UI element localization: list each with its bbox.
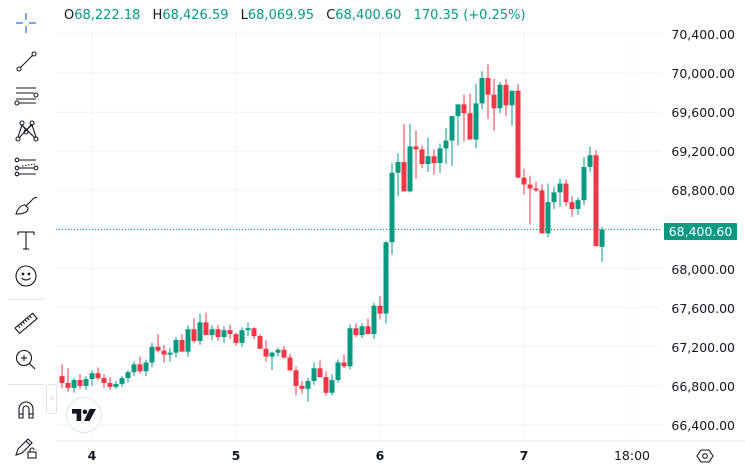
magnet-icon: [18, 401, 34, 419]
high-value: 68,426.59: [162, 8, 229, 23]
x-tick-label: 5: [231, 448, 241, 463]
high-label: H: [152, 8, 163, 23]
low-label: L: [240, 8, 248, 23]
fib-icon: [14, 157, 39, 177]
toolbar-separator: [8, 299, 44, 300]
pattern-icon: [15, 120, 39, 142]
trend-line-tool[interactable]: [8, 46, 44, 76]
x-tick-label: 6: [375, 448, 385, 463]
close-label: C: [326, 8, 336, 23]
x-tick-label: 18:00: [613, 448, 651, 463]
horizontal-lines-tool[interactable]: [8, 81, 44, 111]
y-tick-label: 68,800.00: [671, 183, 735, 198]
pattern-tool[interactable]: [8, 116, 44, 146]
crosshair-icon: [16, 13, 36, 33]
x-tick-label: 4: [87, 448, 97, 463]
emoji-icon: [15, 265, 37, 287]
open-value: 68,222.18: [74, 8, 141, 23]
brush-icon: [15, 197, 38, 215]
horizontal-lines-icon: [14, 87, 39, 106]
close-value: 68,400.60: [335, 8, 402, 23]
lock-drawings-tool[interactable]: [8, 432, 44, 462]
text-icon: [17, 231, 35, 250]
y-tick-label: 70,000.00: [671, 66, 735, 81]
ohlc-legend: O68,222.18 H68,426.59 L68,069.95 C68,400…: [64, 8, 526, 23]
zoom-in-icon: [15, 349, 36, 370]
brush-tool[interactable]: [8, 190, 44, 220]
tradingview-logo[interactable]: [66, 397, 102, 433]
open-label: O: [64, 8, 75, 23]
tradingview-logo-icon: [72, 408, 96, 421]
trend-line-icon: [16, 51, 37, 72]
low-value: 68,069.95: [247, 8, 315, 23]
y-tick-label: 68,000.00: [671, 262, 735, 277]
y-tick-label: 66,400.00: [671, 418, 735, 433]
crosshair-tool[interactable]: [8, 8, 44, 38]
magnet-tool[interactable]: [8, 395, 44, 425]
y-tick-label: 69,600.00: [671, 105, 735, 120]
drawing-toolbar: [0, 0, 52, 470]
y-tick-label: 70,400.00: [671, 27, 735, 42]
y-tick-label: 69,200.00: [671, 144, 735, 159]
last-price-tag: 68,400.60: [664, 223, 737, 240]
fib-tool[interactable]: [8, 153, 44, 183]
zoom-in-tool[interactable]: [8, 345, 44, 375]
x-tick-label: 7: [519, 448, 529, 463]
ruler-icon: [14, 312, 38, 335]
ruler-tool[interactable]: [8, 309, 44, 339]
lock-drawings-icon: [15, 438, 37, 459]
change-value: 170.35 (+0.25%): [413, 8, 526, 23]
y-tick-label: 67,200.00: [671, 340, 735, 355]
text-tool[interactable]: [8, 225, 44, 255]
y-tick-label: 66,800.00: [671, 379, 735, 394]
settings-icon: [696, 449, 714, 463]
collapse-toolbar-button[interactable]: ‹: [46, 384, 57, 414]
emoji-tool[interactable]: [8, 261, 44, 291]
y-tick-label: 67,600.00: [671, 301, 735, 316]
toolbar-separator: [8, 384, 44, 385]
chart-settings-button[interactable]: [696, 447, 714, 465]
